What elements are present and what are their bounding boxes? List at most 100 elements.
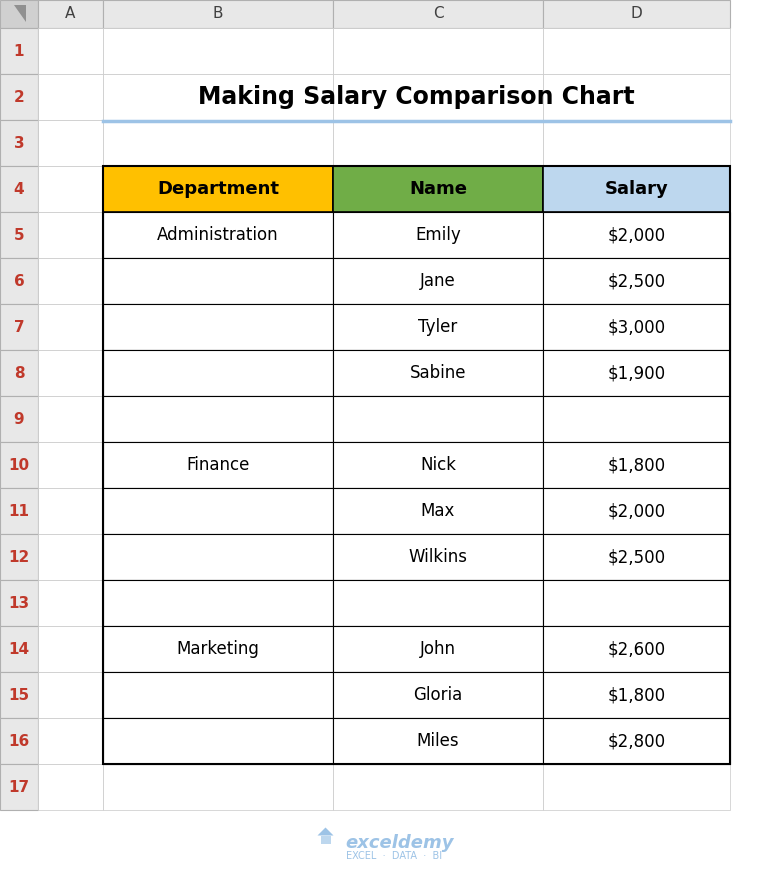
Bar xyxy=(543,0,730,28)
Bar xyxy=(333,0,543,28)
Bar xyxy=(333,534,543,580)
Bar xyxy=(0,626,38,672)
Text: $1,800: $1,800 xyxy=(607,456,666,474)
Bar xyxy=(103,120,333,166)
Text: 9: 9 xyxy=(14,411,25,427)
Bar xyxy=(543,350,730,396)
Text: Administration: Administration xyxy=(157,226,279,244)
Bar xyxy=(543,212,730,258)
Bar xyxy=(543,304,730,350)
Polygon shape xyxy=(14,5,26,22)
Bar xyxy=(103,0,333,28)
Bar xyxy=(543,488,730,534)
Bar xyxy=(333,718,543,764)
Bar xyxy=(333,626,543,672)
Bar xyxy=(103,672,333,718)
Bar xyxy=(103,166,333,212)
Bar xyxy=(333,488,543,534)
Bar xyxy=(333,304,543,350)
Bar xyxy=(0,488,38,534)
Polygon shape xyxy=(318,827,334,835)
Bar xyxy=(103,626,333,672)
Bar xyxy=(103,212,333,258)
Bar xyxy=(38,258,103,304)
Text: B: B xyxy=(212,6,223,22)
Bar xyxy=(333,580,543,626)
Bar xyxy=(103,718,333,764)
Text: 10: 10 xyxy=(8,457,30,472)
Text: C: C xyxy=(433,6,443,22)
Bar xyxy=(333,764,543,810)
Text: $2,000: $2,000 xyxy=(607,226,666,244)
Bar xyxy=(103,166,333,212)
Bar xyxy=(0,672,38,718)
Bar xyxy=(0,166,38,212)
Text: Marketing: Marketing xyxy=(176,640,259,658)
Text: 3: 3 xyxy=(14,136,25,151)
Bar xyxy=(333,488,543,534)
Bar xyxy=(333,74,543,120)
Bar xyxy=(543,764,730,810)
Bar xyxy=(0,350,38,396)
Bar xyxy=(103,718,333,764)
Bar xyxy=(0,0,38,28)
Bar xyxy=(333,626,543,672)
Bar xyxy=(103,350,333,396)
Bar xyxy=(38,672,103,718)
Bar xyxy=(38,166,103,212)
Bar xyxy=(543,350,730,396)
Bar xyxy=(38,28,103,74)
Bar xyxy=(543,534,730,580)
Text: $2,800: $2,800 xyxy=(607,732,666,750)
Bar xyxy=(0,304,38,350)
Text: 14: 14 xyxy=(8,642,30,657)
Bar xyxy=(103,534,333,580)
Bar xyxy=(333,212,543,258)
Text: Sabine: Sabine xyxy=(410,364,466,382)
Bar xyxy=(0,534,38,580)
Bar xyxy=(103,74,333,120)
Bar xyxy=(0,442,38,488)
Bar xyxy=(543,166,730,212)
Bar xyxy=(38,580,103,626)
Bar xyxy=(0,212,38,258)
Text: Making Salary Comparison Chart: Making Salary Comparison Chart xyxy=(198,85,635,109)
Bar xyxy=(543,396,730,442)
Text: A: A xyxy=(65,6,76,22)
Text: Max: Max xyxy=(421,502,455,520)
Text: Wilkins: Wilkins xyxy=(409,548,468,566)
Text: $3,000: $3,000 xyxy=(607,318,666,336)
Bar xyxy=(333,166,543,212)
Text: $2,600: $2,600 xyxy=(607,640,666,658)
Bar xyxy=(543,672,730,718)
Text: $1,800: $1,800 xyxy=(607,686,666,704)
Bar xyxy=(0,28,38,74)
Text: Nick: Nick xyxy=(420,456,456,474)
Bar xyxy=(543,304,730,350)
Bar xyxy=(103,396,333,442)
Bar xyxy=(333,672,543,718)
Bar xyxy=(103,442,333,488)
Bar xyxy=(103,350,333,396)
Text: 11: 11 xyxy=(8,503,29,518)
Bar xyxy=(543,28,730,74)
Bar xyxy=(333,258,543,304)
Bar xyxy=(38,304,103,350)
Bar xyxy=(38,0,103,28)
Bar xyxy=(38,212,103,258)
Bar xyxy=(103,304,333,350)
Bar xyxy=(333,166,543,212)
Text: 2: 2 xyxy=(14,90,25,105)
Bar xyxy=(103,488,333,534)
Text: Name: Name xyxy=(409,180,467,198)
Text: Jane: Jane xyxy=(420,272,456,290)
Text: Miles: Miles xyxy=(416,732,459,750)
Bar xyxy=(543,212,730,258)
Text: D: D xyxy=(630,6,643,22)
Bar xyxy=(38,764,103,810)
Bar xyxy=(0,74,38,120)
Bar xyxy=(333,442,543,488)
Text: Department: Department xyxy=(157,180,279,198)
Text: $2,500: $2,500 xyxy=(607,548,666,566)
Bar xyxy=(0,718,38,764)
